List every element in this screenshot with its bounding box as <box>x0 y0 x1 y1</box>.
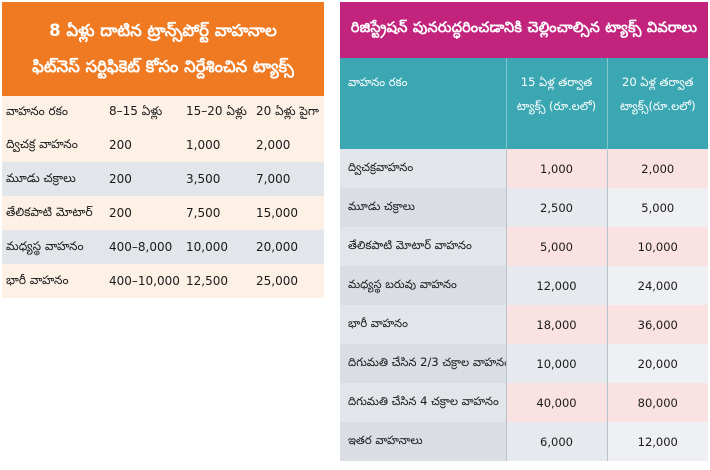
cell-value: 200 <box>109 206 132 220</box>
header-line: 15 ఏళ్ల తర్వాత <box>520 75 593 89</box>
renewal-table-title: రిజిస్ట్రేషన్ పునరుద్ధరించడానికి చెల్లిం… <box>340 2 708 58</box>
column-header-vehicle-type: వాహనం రకం <box>6 103 69 118</box>
cell-vehicle-type: మూడు చక్రాలు <box>340 188 506 227</box>
table-row: మధ్యస్థ బరువు వాహనం 12,000 24,000 <box>340 266 708 305</box>
cell-value: 25,000 <box>256 274 298 288</box>
table-header-row: వాహనం రకం 15 ఏళ్ల తర్వాత ట్యాక్స్ (రూ.లల… <box>340 58 708 149</box>
column-header-after-20-years: 20 ఏళ్ల తర్వాత ట్యాక్స్(రూ.లలో) <box>606 58 708 149</box>
cell-value: 7,500 <box>186 206 221 220</box>
fitness-table-title-line2: ఫిట్‌నెస్ సర్టిఫికెట్ కోసం నిర్దేశించిన … <box>32 57 294 76</box>
cell-value: 15,000 <box>256 206 298 220</box>
cell-value: 400–8,000 <box>109 240 173 254</box>
table-row: ద్విచక్ర వాహనం 200 1,000 2,000 <box>2 128 324 162</box>
header-line: ట్యాక్స్ (రూ.లలో) <box>516 99 597 113</box>
cell-vehicle-type: భారీ వాహనం <box>6 272 69 287</box>
header-line: ట్యాక్స్(రూ.లలో) <box>619 99 696 113</box>
table-row: మూడు చక్రాలు 200 3,500 7,000 <box>2 162 324 196</box>
table-row: దిగుమతి చేసిన 2/3 చక్రాల వాహనం 10,000 20… <box>340 344 708 383</box>
cell-value: 40,000 <box>505 383 607 422</box>
cell-value: 10,000 <box>186 240 228 254</box>
table-header-row: వాహనం రకం 8–15 ఏళ్లు 15–20 ఏళ్లు 20 ఏళ్ల… <box>2 96 324 128</box>
table-row: తేలికపాటి మోటార్ వాహనం 5,000 10,000 <box>340 227 708 266</box>
cell-value: 20,000 <box>606 344 708 383</box>
cell-vehicle-type: దిగుమతి చేసిన 2/3 చక్రాల వాహనం <box>340 344 506 383</box>
cell-vehicle-type: తేలికపాటి మోటార్ వాహనం <box>340 227 506 266</box>
cell-value: 12,000 <box>606 422 708 461</box>
table-row: దిగుమతి చేసిన 4 చక్రాల వాహనం 40,000 80,0… <box>340 383 708 422</box>
cell-value: 5,000 <box>505 227 607 266</box>
renewal-table-grid: వాహనం రకం 15 ఏళ్ల తర్వాత ట్యాక్స్ (రూ.లల… <box>340 58 708 461</box>
cell-value: 200 <box>109 138 132 152</box>
cell-vehicle-type: ద్విచక్ర వాహనం <box>6 136 78 151</box>
cell-vehicle-type: ఇతర వాహనాలు <box>340 422 506 461</box>
cell-vehicle-type: భారీ వాహనం <box>340 305 506 344</box>
table-row: ద్విచక్రవాహనం 1,000 2,000 <box>340 149 708 188</box>
cell-value: 1,000 <box>505 149 607 188</box>
cell-value: 1,000 <box>186 138 221 152</box>
cell-vehicle-type: దిగుమతి చేసిన 4 చక్రాల వాహనం <box>340 383 506 422</box>
fitness-table-title-line1: 8 ఏళ్లు దాటిన ట్రాన్స్‌పోర్ట్ వాహనాల <box>49 21 277 40</box>
column-header-vehicle-type: వాహనం రకం <box>340 58 506 149</box>
cell-value: 2,000 <box>606 149 708 188</box>
table-row: భారీ వాహనం 18,000 36,000 <box>340 305 708 344</box>
cell-value: 6,000 <box>505 422 607 461</box>
cell-value: 5,000 <box>606 188 708 227</box>
column-header-15-20-years: 15–20 ఏళ్లు <box>186 103 247 118</box>
cell-value: 20,000 <box>256 240 298 254</box>
cell-value: 7,000 <box>256 172 291 186</box>
cell-value: 12,000 <box>505 266 607 305</box>
cell-value: 36,000 <box>606 305 708 344</box>
fitness-certificate-tax-table: 8 ఏళ్లు దాటిన ట్రాన్స్‌పోర్ట్ వాహనాల ఫిట… <box>2 2 324 334</box>
cell-vehicle-type: తేలికపాటి మోటార్ <box>6 204 93 219</box>
header-line: 20 ఏళ్ల తర్వాత <box>622 75 694 89</box>
column-header-after-15-years: 15 ఏళ్ల తర్వాత ట్యాక్స్ (రూ.లలో) <box>505 58 607 149</box>
cell-value: 10,000 <box>606 227 708 266</box>
cell-value: 2,000 <box>256 138 291 152</box>
cell-value: 12,500 <box>186 274 228 288</box>
cell-value: 200 <box>109 172 132 186</box>
cell-vehicle-type: ద్విచక్రవాహనం <box>340 149 506 188</box>
table-row: తేలికపాటి మోటార్ 200 7,500 15,000 <box>2 196 324 230</box>
cell-value: 10,000 <box>505 344 607 383</box>
table-row: భారీ వాహనం 400–10,000 12,500 25,000 <box>2 264 324 298</box>
cell-value: 18,000 <box>505 305 607 344</box>
cell-value: 3,500 <box>186 172 221 186</box>
cell-vehicle-type: మూడు చక్రాలు <box>6 170 76 185</box>
cell-value: 400–10,000 <box>109 274 180 288</box>
table-row: మూడు చక్రాలు 2,500 5,000 <box>340 188 708 227</box>
header-line: వాహనం రకం <box>348 75 408 89</box>
cell-value: 24,000 <box>606 266 708 305</box>
table-row: మధ్యస్థ వాహనం 400–8,000 10,000 20,000 <box>2 230 324 264</box>
column-header-over-20-years: 20 ఏళ్లు పైగా <box>256 103 319 118</box>
cell-value: 80,000 <box>606 383 708 422</box>
fitness-table-title: 8 ఏళ్లు దాటిన ట్రాన్స్‌పోర్ట్ వాహనాల ఫిట… <box>2 2 324 96</box>
cell-vehicle-type: మధ్యస్థ బరువు వాహనం <box>340 266 506 305</box>
column-header-8-15-years: 8–15 ఏళ్లు <box>109 103 163 118</box>
fitness-table-grid: వాహనం రకం 8–15 ఏళ్లు 15–20 ఏళ్లు 20 ఏళ్ల… <box>2 96 324 298</box>
registration-renewal-tax-table: రిజిస్ట్రేషన్ పునరుద్ధరించడానికి చెల్లిం… <box>340 2 708 468</box>
cell-vehicle-type: మధ్యస్థ వాహనం <box>6 238 84 253</box>
table-row: ఇతర వాహనాలు 6,000 12,000 <box>340 422 708 461</box>
cell-value: 2,500 <box>505 188 607 227</box>
